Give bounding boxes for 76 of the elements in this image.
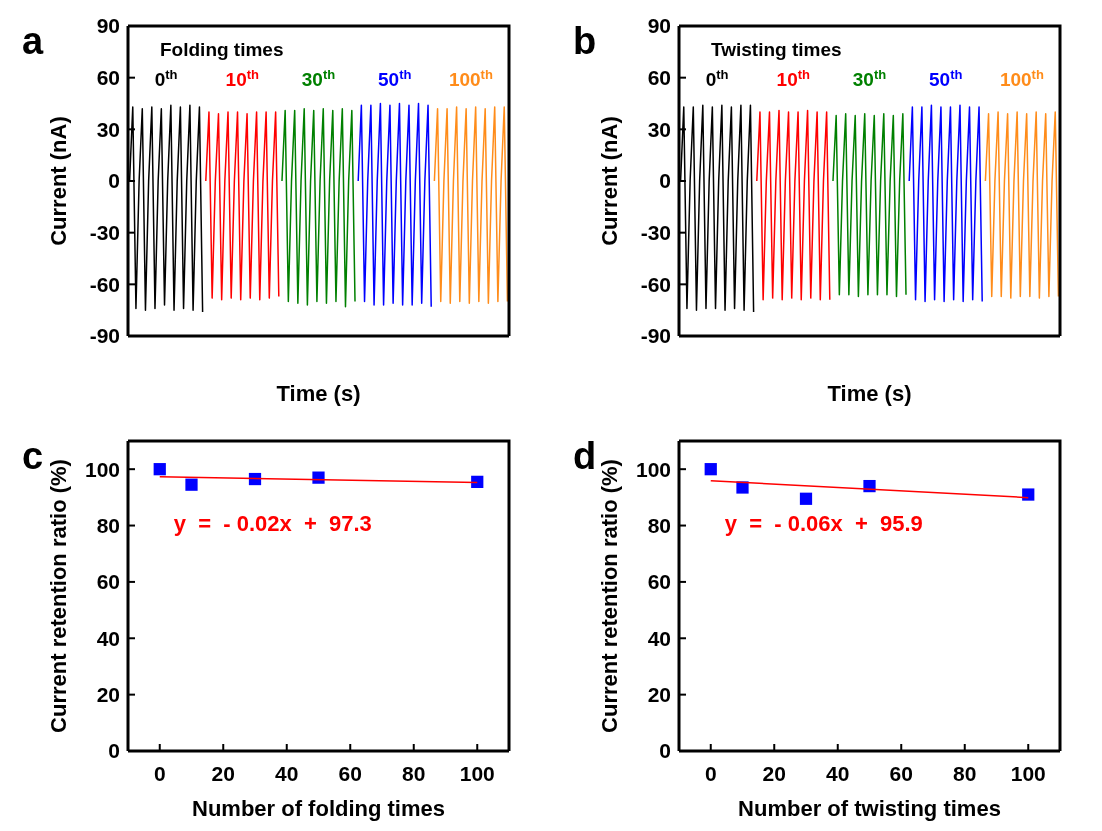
x-axis-title: Number of twisting times bbox=[738, 796, 1001, 821]
x-tick-label: 0 bbox=[153, 762, 166, 785]
y-tick-label: -60 bbox=[640, 272, 671, 296]
point bbox=[704, 463, 717, 476]
chart-title: b bbox=[573, 20, 597, 62]
line-series bbox=[832, 113, 907, 298]
y-tick-label: 80 bbox=[647, 513, 671, 537]
annotation: y = - 0.06x + 95.9 bbox=[724, 511, 923, 536]
x-tick-label: 40 bbox=[275, 762, 299, 785]
y-tick-label: -90 bbox=[89, 324, 120, 348]
y-tick-label: 0 bbox=[659, 739, 671, 763]
x-tick-label: 20 bbox=[762, 762, 786, 785]
x-tick-label: 60 bbox=[889, 762, 913, 785]
y-tick-label: -30 bbox=[640, 221, 671, 245]
x-tick-label: 40 bbox=[826, 762, 850, 785]
legend-title: Twisting times bbox=[711, 39, 842, 60]
y-tick-label: 90 bbox=[647, 14, 671, 38]
y-tick-label: 0 bbox=[108, 739, 120, 763]
line-series bbox=[357, 102, 432, 308]
series-label: 30$^{th}$ bbox=[301, 66, 336, 90]
point bbox=[736, 481, 749, 494]
series-label: 100$^{th}$ bbox=[999, 66, 1044, 90]
series-label: 100$^{th}$ bbox=[448, 66, 493, 90]
y-tick-label: -90 bbox=[640, 324, 671, 348]
y-tick-label: 60 bbox=[647, 66, 671, 90]
chart-title: d bbox=[573, 435, 597, 477]
y-tick-label: 90 bbox=[96, 14, 120, 38]
y-tick-label: 30 bbox=[647, 117, 671, 141]
series-label: 50$^{th}$ bbox=[928, 66, 963, 90]
y-axis-title: Current retention ratio (%) bbox=[46, 459, 71, 733]
series-label: 0$^{th}$ bbox=[154, 66, 178, 90]
y-axis-title: Current retention ratio (%) bbox=[597, 459, 622, 733]
y-tick-label: 40 bbox=[647, 626, 671, 650]
series-label: 0$^{th}$ bbox=[705, 66, 729, 90]
line-series bbox=[908, 104, 983, 303]
line-series bbox=[281, 107, 356, 308]
y-tick-label: 100 bbox=[84, 457, 120, 481]
y-tick-label: 30 bbox=[96, 117, 120, 141]
x-tick-label: 80 bbox=[402, 762, 426, 785]
chart-title: a bbox=[22, 20, 44, 62]
x-tick-label: 80 bbox=[953, 762, 977, 785]
y-tick-label: 0 bbox=[108, 169, 120, 193]
series-label: 30$^{th}$ bbox=[852, 66, 887, 90]
line-series bbox=[205, 111, 280, 301]
y-tick-label: 60 bbox=[96, 570, 120, 594]
x-tick-label: 0 bbox=[704, 762, 717, 785]
series-label: 50$^{th}$ bbox=[377, 66, 412, 90]
y-tick-label: 40 bbox=[96, 626, 120, 650]
y-axis-title: Current (nA) bbox=[46, 116, 71, 246]
line-series bbox=[984, 111, 1060, 299]
legend-title: Folding times bbox=[160, 39, 284, 60]
y-axis-title: Current (nA) bbox=[597, 116, 622, 246]
line-series bbox=[756, 109, 831, 301]
y-tick-label: -60 bbox=[89, 272, 120, 296]
series-label: 10$^{th}$ bbox=[225, 66, 260, 90]
x-axis-title: Number of folding times bbox=[192, 796, 445, 821]
y-tick-label: 60 bbox=[96, 66, 120, 90]
x-axis-title: Time (s) bbox=[827, 381, 912, 406]
y-tick-label: -30 bbox=[89, 221, 120, 245]
y-tick-label: 20 bbox=[96, 682, 120, 706]
x-tick-label: 100 bbox=[459, 762, 495, 785]
y-tick-label: 20 bbox=[647, 682, 671, 706]
x-tick-label: 20 bbox=[211, 762, 235, 785]
point bbox=[1022, 488, 1035, 501]
point bbox=[799, 492, 813, 505]
series-label: 10$^{th}$ bbox=[776, 66, 811, 90]
y-tick-label: 80 bbox=[96, 513, 120, 537]
y-tick-label: 100 bbox=[635, 457, 671, 481]
y-tick-label: 0 bbox=[659, 169, 671, 193]
annotation: y = - 0.02x + 97.3 bbox=[173, 511, 372, 536]
x-tick-label: 100 bbox=[1010, 762, 1046, 785]
chart-title: c bbox=[22, 435, 44, 477]
x-axis-title: Time (s) bbox=[276, 381, 361, 406]
line-series bbox=[433, 106, 509, 305]
y-tick-label: 60 bbox=[647, 570, 671, 594]
x-tick-label: 60 bbox=[338, 762, 362, 785]
